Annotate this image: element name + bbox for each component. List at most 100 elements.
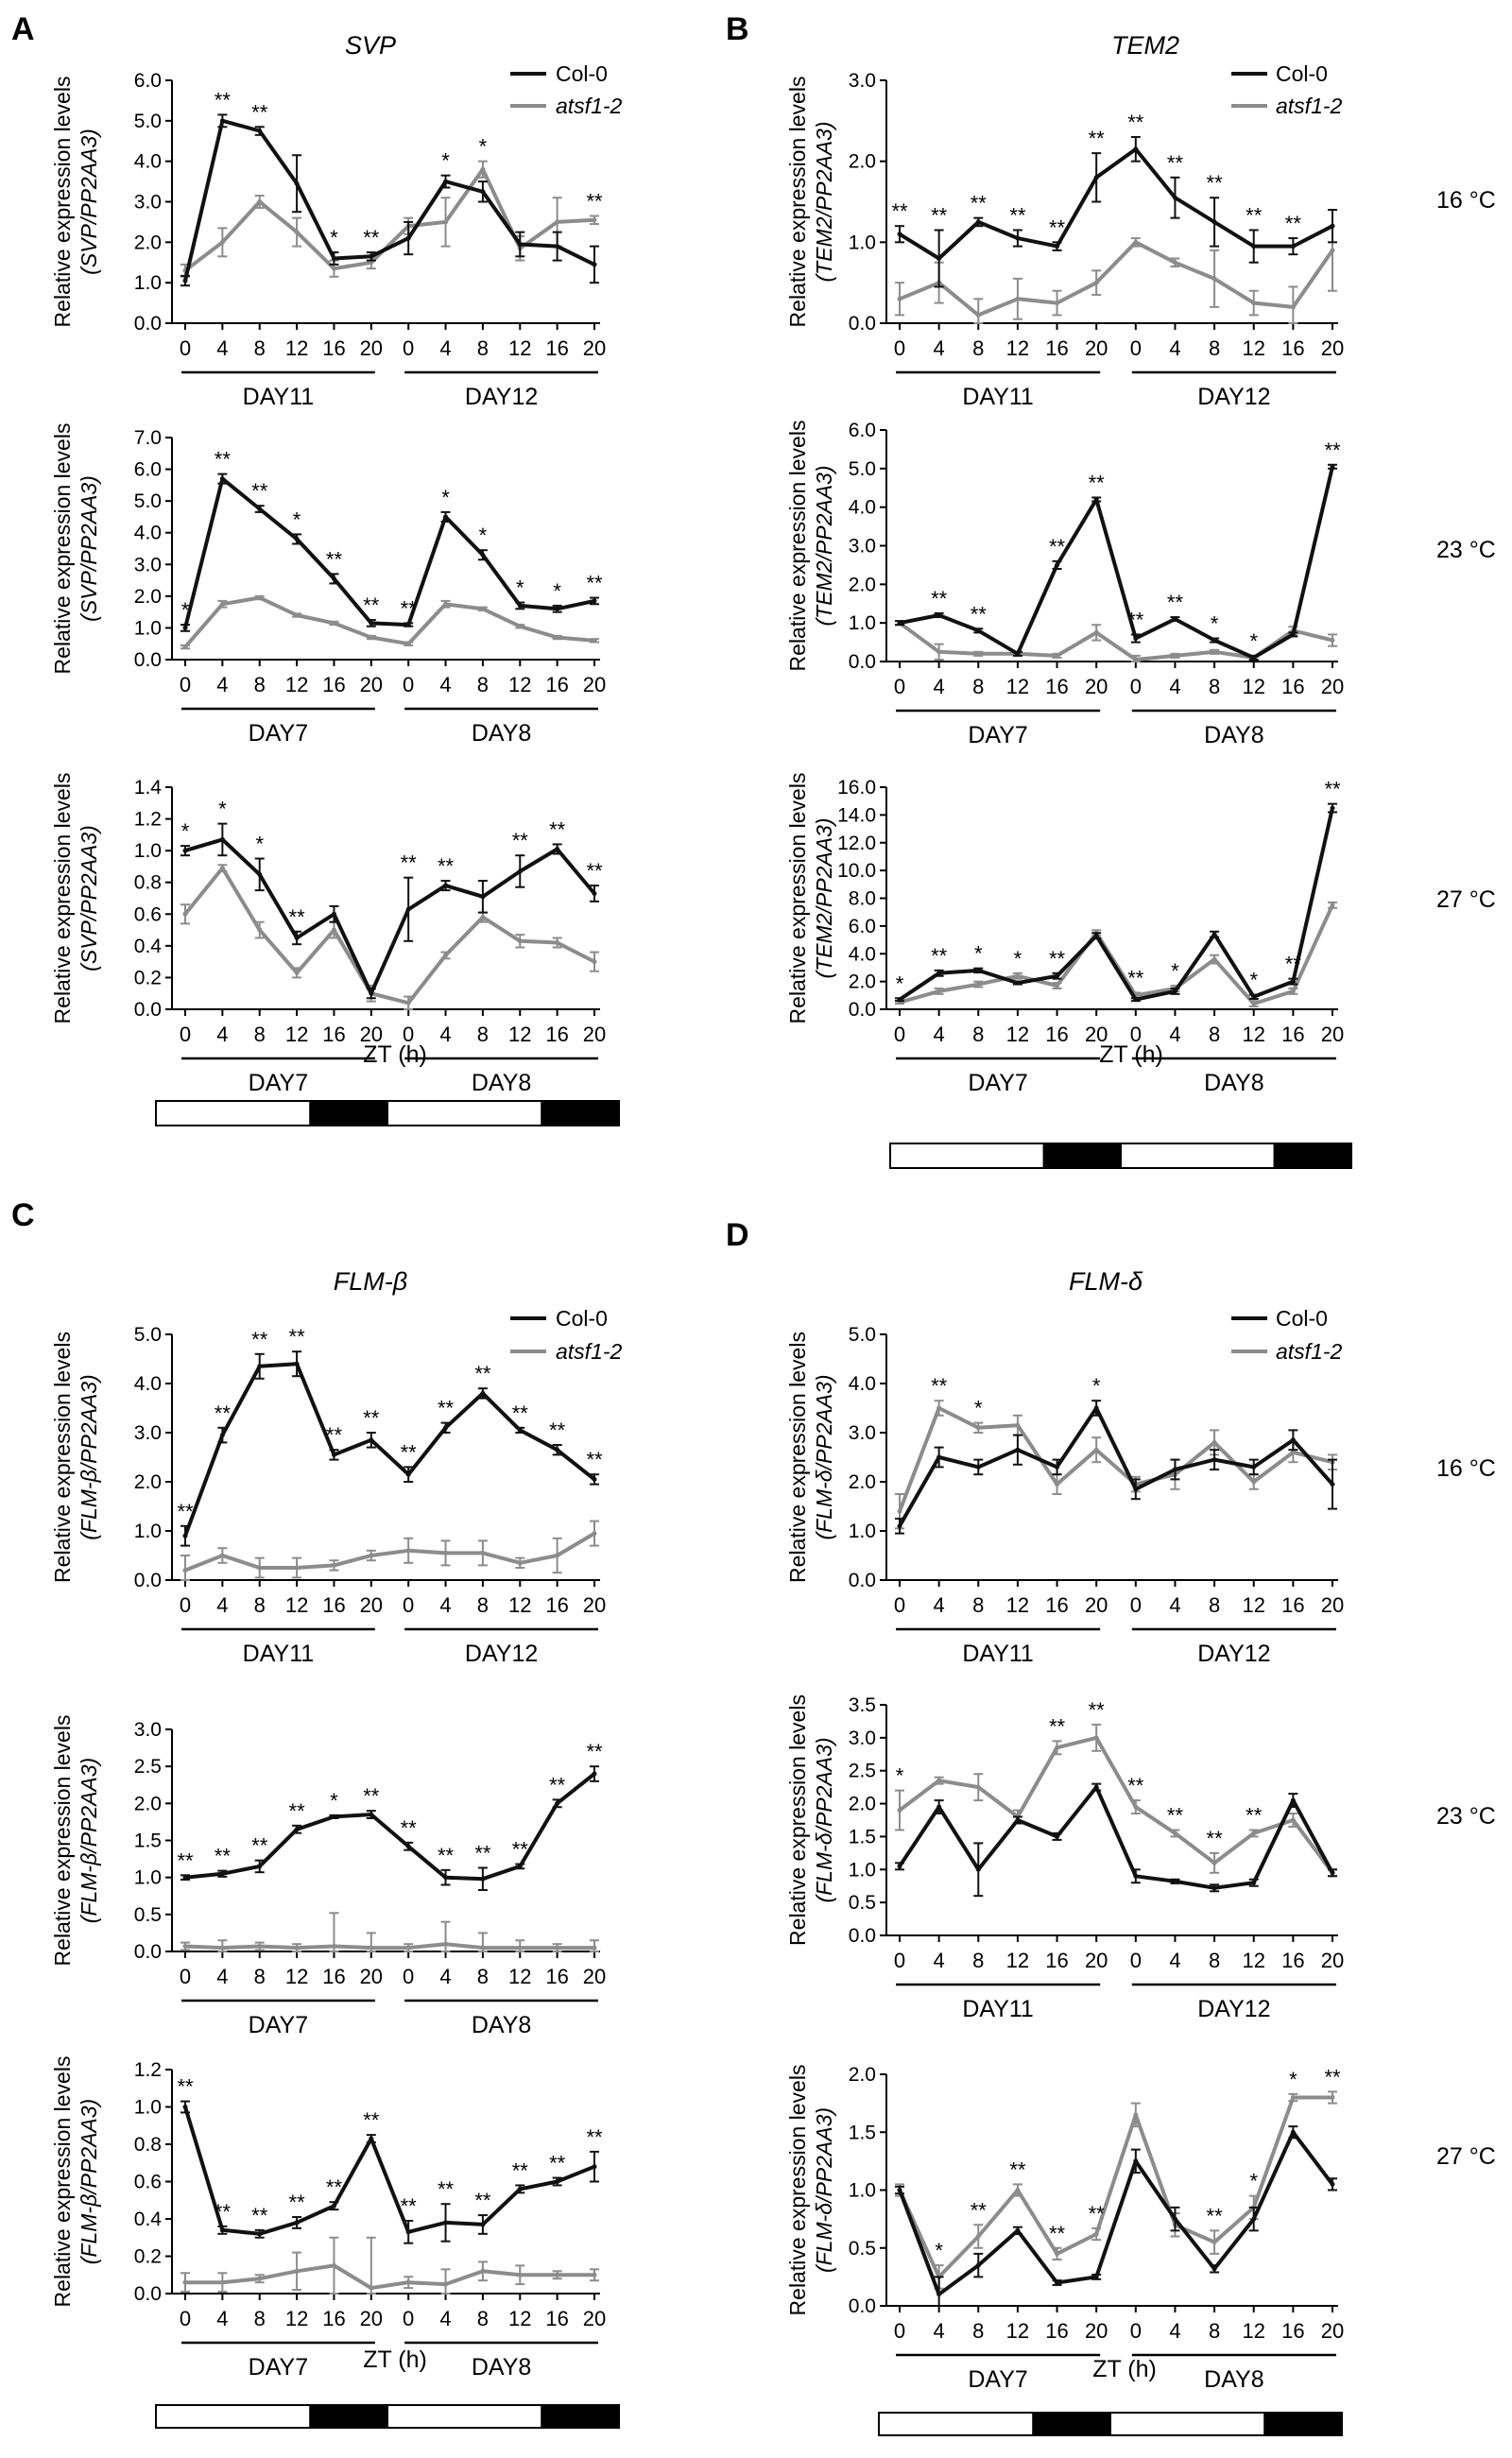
data-point (1093, 175, 1099, 180)
data-point (257, 507, 263, 512)
y-tick-label: 4.0 (134, 523, 162, 544)
significance-mark: * (1249, 2170, 1258, 2193)
series-line (1134, 466, 1334, 660)
significance-mark: * (1092, 1374, 1101, 1398)
data-point (1211, 2240, 1217, 2245)
significance-mark: ** (1285, 953, 1302, 976)
significance-mark: * (974, 1397, 983, 1420)
y-tick-label: 2.0 (849, 1471, 876, 1493)
y-tick-label: 3.0 (134, 1422, 162, 1444)
x-tick-label: 16 (545, 1023, 568, 1046)
data-point (1290, 304, 1296, 310)
y-tick-label: 0.0 (134, 649, 162, 671)
x-tick-label: 20 (1085, 1593, 1108, 1617)
series-line-connector (1094, 1407, 1138, 1490)
series-line-connector (1095, 630, 1137, 662)
y-tick-label: 4.0 (134, 1373, 162, 1395)
series-atsf1 (180, 2236, 599, 2295)
chart-d-2: 0.0 0.5 1.0 1.5 2.0 2.5 3.0 3.5 0 4 8 12 16 20 0 4 8 12 16… (785, 1694, 1344, 2022)
data-point (182, 1568, 188, 1573)
data-point (1172, 1831, 1177, 1836)
y-tick-label: 2.0 (849, 151, 876, 173)
data-point (1055, 2280, 1060, 2285)
significance-mark: ** (931, 587, 948, 610)
x-tick-label: 0 (1130, 1023, 1142, 1046)
data-point (1211, 1439, 1217, 1445)
x-tick-label: 20 (1085, 336, 1108, 360)
series-line (183, 199, 372, 272)
x-tick-label: 8 (477, 673, 489, 696)
significance-mark: ** (512, 1838, 529, 1862)
data-point (294, 935, 300, 940)
data-point (294, 2268, 300, 2274)
y-tick-label: 0.6 (134, 903, 162, 925)
data-point (1290, 1437, 1296, 1443)
data-point (1330, 223, 1335, 229)
light-period (387, 2404, 543, 2429)
series-line (898, 1406, 1098, 1512)
data-point (1015, 1422, 1021, 1428)
significance-mark: ** (1285, 212, 1302, 235)
significance-mark: ** (474, 1841, 491, 1865)
series-line (406, 1391, 596, 1481)
chart-b-2: 0.0 1.0 2.0 3.0 4.0 5.0 6.0 0 4 8 12 16 20 0 4 8 12 16 20 D… (785, 420, 1344, 748)
y-tick-label: 0.0 (134, 2283, 162, 2305)
data-point (975, 2262, 981, 2268)
x-tick-label: 4 (934, 1949, 945, 1972)
y-tick-label: 2.5 (134, 1756, 162, 1778)
y-tick-label: 1.0 (849, 612, 876, 634)
temp-label-d1: 16 °C (1436, 1455, 1496, 1482)
day-label: DAY8 (1204, 722, 1263, 748)
significance-mark: ** (438, 1844, 455, 1867)
data-point (443, 1550, 449, 1556)
data-point (1172, 195, 1177, 200)
x-tick-label: 12 (285, 673, 308, 696)
significance-mark: ** (512, 829, 529, 852)
series-line (183, 595, 372, 648)
x-tick-label: 4 (1169, 2319, 1180, 2343)
series-line (1134, 2130, 1334, 2271)
data-point (1093, 1447, 1099, 1452)
x-tick-label: 12 (508, 2307, 531, 2330)
significance-mark: * (1249, 969, 1258, 992)
y-tick-label: 0.5 (849, 1892, 876, 1914)
data-point (257, 1944, 263, 1950)
data-point (294, 970, 300, 975)
data-point (555, 1800, 560, 1806)
data-point (219, 118, 225, 124)
data-point (443, 1941, 449, 1947)
significance-mark: ** (512, 2158, 529, 2182)
significance-mark: ** (1127, 966, 1144, 989)
significance-mark: ** (1127, 608, 1144, 631)
data-point (1211, 638, 1217, 644)
x-tick-label: 8 (1209, 2319, 1220, 2343)
day-label: DAY7 (968, 722, 1027, 748)
data-point (369, 1553, 374, 1558)
temp-label-d2: 23 °C (1436, 1803, 1496, 1830)
series-line-connector (369, 908, 411, 995)
data-point (975, 2234, 981, 2239)
data-point (480, 606, 486, 611)
series-line-connector (1094, 1736, 1138, 1809)
zt-label-d: ZT (h) (1092, 2356, 1157, 2382)
significance-mark: ** (1049, 535, 1066, 559)
data-point (257, 1565, 263, 1571)
data-point (592, 959, 597, 965)
significance-mark: ** (1246, 1803, 1263, 1827)
temp-label-b1: 16 °C (1436, 187, 1496, 214)
x-tick-label: 8 (254, 1965, 266, 1988)
series-line-connector (370, 621, 409, 627)
data-point (1055, 1464, 1060, 1470)
significance-mark: ** (401, 596, 418, 620)
series-col0 (180, 2100, 599, 2244)
data-point (1055, 983, 1060, 988)
day-label: DAY7 (249, 2354, 308, 2381)
series-line (1135, 903, 1334, 1006)
series-line (185, 2263, 372, 2290)
x-tick-label: 12 (1006, 1023, 1029, 1046)
data-point (1330, 805, 1335, 811)
data-point (405, 1844, 411, 1849)
y-tick-label: 1.0 (849, 2180, 876, 2202)
x-tick-label: 8 (972, 1949, 984, 1972)
series-line (1133, 2095, 1332, 2244)
